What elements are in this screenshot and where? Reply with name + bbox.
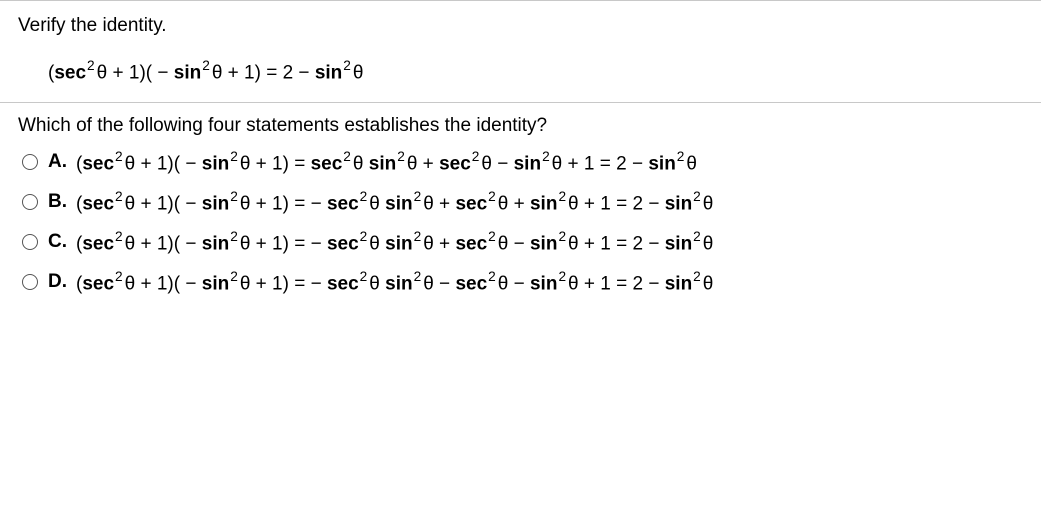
sup-2: 2 — [87, 58, 95, 73]
radio-button[interactable] — [22, 154, 38, 170]
option-label: C. — [48, 231, 76, 253]
identity-equation: (sec2θ + 1)( − sin2θ + 1) = 2 − sin2θ — [18, 59, 1023, 84]
question-text: Which of the following four statements e… — [18, 115, 1023, 137]
theta: θ — [353, 62, 364, 83]
radio-button[interactable] — [22, 234, 38, 250]
option-row[interactable]: A.(sec2θ + 1)( − sin2θ + 1) = sec2θ sin2… — [22, 147, 1023, 177]
fn-sin: sin — [315, 62, 342, 83]
option-label: B. — [48, 191, 76, 213]
question-section: Which of the following four statements e… — [0, 103, 1041, 319]
radio-button[interactable] — [22, 194, 38, 210]
options-list: A.(sec2θ + 1)( − sin2θ + 1) = sec2θ sin2… — [18, 147, 1023, 297]
fn-sec: sec — [54, 62, 86, 83]
theta: θ — [212, 62, 223, 83]
sup-2: 2 — [343, 58, 351, 73]
option-row[interactable]: C.(sec2θ + 1)( − sin2θ + 1) = − sec2θ si… — [22, 227, 1023, 257]
instruction-text: Verify the identity. — [18, 15, 1023, 37]
fn-sin: sin — [174, 62, 201, 83]
option-equation: (sec2θ + 1)( − sin2θ + 1) = sec2θ sin2θ … — [76, 150, 697, 175]
option-label: D. — [48, 271, 76, 293]
sup-2: 2 — [202, 58, 210, 73]
radio-button[interactable] — [22, 274, 38, 290]
theta: θ — [97, 62, 108, 83]
option-equation: (sec2θ + 1)( − sin2θ + 1) = − sec2θ sin2… — [76, 270, 713, 295]
option-label: A. — [48, 151, 76, 173]
eq-part: + 1) = 2 − — [222, 62, 314, 83]
option-row[interactable]: B.(sec2θ + 1)( − sin2θ + 1) = − sec2θ si… — [22, 187, 1023, 217]
eq-part: + 1)( − — [107, 62, 174, 83]
option-equation: (sec2θ + 1)( − sin2θ + 1) = − sec2θ sin2… — [76, 230, 713, 255]
option-row[interactable]: D.(sec2θ + 1)( − sin2θ + 1) = − sec2θ si… — [22, 267, 1023, 297]
problem-statement-section: Verify the identity. (sec2θ + 1)( − sin2… — [0, 0, 1041, 103]
option-equation: (sec2θ + 1)( − sin2θ + 1) = − sec2θ sin2… — [76, 190, 713, 215]
